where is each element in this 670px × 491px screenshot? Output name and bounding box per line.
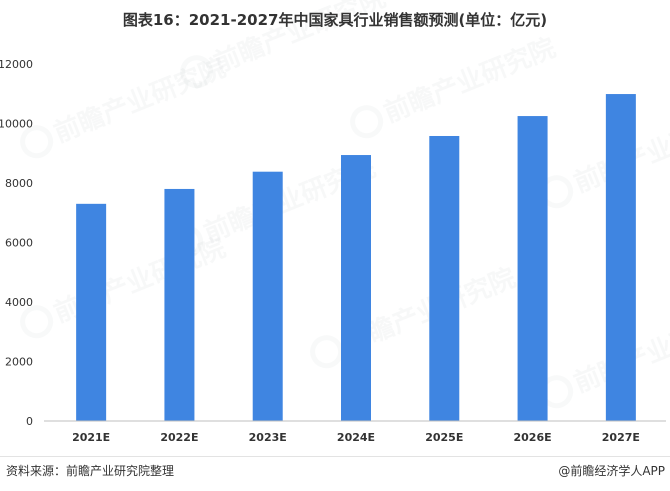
- bar-2027E: [605, 94, 636, 422]
- x-tick-label: 2023E: [249, 431, 287, 444]
- bar-2021E: [76, 203, 107, 421]
- bar-2023E: [252, 171, 283, 421]
- bar-2024E: [341, 155, 371, 421]
- watermark-logo-icon: [20, 305, 54, 339]
- x-tick-label: 2027E: [602, 431, 640, 444]
- bar-2022E: [164, 188, 195, 421]
- y-tick-label: 2000: [5, 356, 33, 369]
- x-tick-label: 2024E: [337, 431, 375, 444]
- footer-divider: [0, 456, 670, 457]
- watermark: 前瞻产业研究院: [20, 52, 230, 159]
- y-tick-label: 0: [26, 415, 33, 428]
- chart-title: 图表16：2021-2027年中国家具行业销售额预测(单位：亿元): [122, 11, 548, 29]
- x-tick-label: 2025E: [425, 431, 463, 444]
- y-tick-label: 12000: [0, 58, 33, 71]
- watermark-logo-icon: [350, 105, 384, 139]
- y-tick-label: 8000: [5, 177, 33, 190]
- x-tick-label: 2021E: [72, 431, 110, 444]
- watermark: 前瞻产业研究院: [540, 102, 670, 209]
- watermark-logo-icon: [20, 125, 54, 159]
- y-tick-label: 6000: [5, 237, 33, 250]
- watermark-logo-icon: [310, 335, 344, 369]
- x-tick-label: 2026E: [514, 431, 552, 444]
- watermark-text: 前瞻产业研究院: [50, 52, 230, 149]
- y-tick-label: 4000: [5, 296, 33, 309]
- watermark-text: 前瞻产业研究院: [380, 32, 560, 129]
- y-axis: 0 2000 4000 6000 8000 10000 12000: [0, 58, 33, 428]
- bar-series: [76, 94, 636, 422]
- credit-note: @前瞻经济学人APP: [558, 464, 665, 478]
- bar-2025E: [429, 135, 460, 421]
- x-tick-label: 2022E: [160, 431, 198, 444]
- watermark: 前瞻产业研究院: [540, 302, 670, 409]
- x-axis: 2021E 2022E 2023E 2024E 2025E 2026E 2027E: [44, 420, 666, 444]
- source-note: 资料来源：前瞻产业研究院整理: [6, 464, 175, 478]
- watermark: 前瞻产业研究院: [310, 262, 520, 369]
- y-tick-label: 10000: [0, 118, 33, 131]
- bar-2026E: [517, 116, 548, 421]
- watermark-logo-icon: [180, 55, 214, 89]
